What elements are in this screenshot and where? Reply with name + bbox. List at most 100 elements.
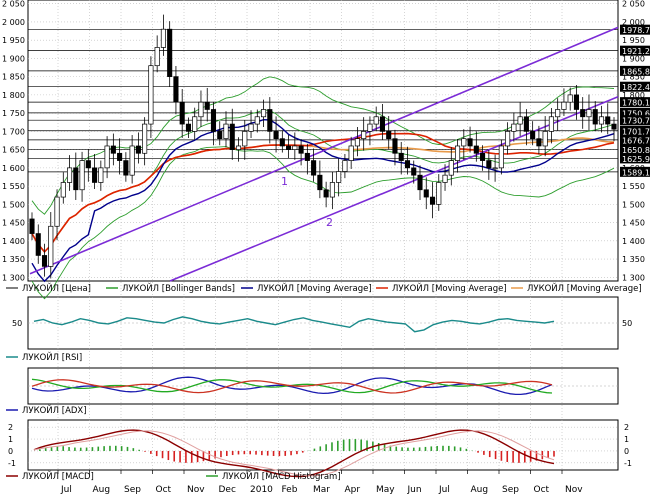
x-tick-label: Aug	[471, 485, 489, 495]
rsi-legend: ЛУКОЙЛ [RSI]	[6, 351, 82, 363]
candles	[29, 14, 617, 279]
macd-tick-left: 0	[8, 447, 13, 456]
candle-body	[267, 109, 273, 132]
candle-body	[98, 167, 104, 183]
legend-label: ЛУКОЙЛ [MACD Histogram]	[222, 470, 341, 482]
candle-body	[242, 131, 248, 147]
candle-body	[129, 145, 135, 176]
candle-body	[580, 109, 586, 118]
candle-body	[461, 138, 467, 147]
candle-body	[311, 160, 317, 176]
candle-body	[273, 131, 279, 140]
x-tick-label: Nov	[187, 485, 205, 495]
price-legend: ЛУКОЙЛ [Цена] ЛУКОЙЛ [Bollinger Bands] ЛУК…	[6, 282, 642, 294]
price-level-tag	[620, 153, 650, 164]
chart-annotations: 12	[281, 175, 333, 229]
legend-label: ЛУКОЙЛ [MACD]	[22, 470, 94, 482]
price-tick-right: 1 400	[622, 237, 645, 246]
annotation-2: 2	[326, 216, 333, 229]
candle-body	[429, 196, 436, 205]
candle-body	[361, 131, 367, 140]
candle-body	[260, 109, 267, 118]
price-level-label: 1865.8	[622, 67, 650, 76]
price-level-label: 1730.7	[622, 117, 650, 126]
price-tick-left: 1 950	[2, 36, 25, 45]
candle-body	[41, 255, 48, 267]
adx-panel	[28, 376, 618, 396]
candle-body	[204, 101, 210, 110]
price-tick-right: 1 850	[622, 73, 645, 82]
macd-tick-right: -1	[624, 459, 632, 468]
candle-body	[523, 116, 529, 132]
price-tick-left: 1 650	[2, 146, 25, 155]
candle-body	[454, 145, 461, 161]
price-level-labels: 1978.7 1921.2 1865.8 1822.4 1780.11750.61730…	[28, 24, 650, 177]
price-level-tag	[620, 134, 650, 145]
price-tick-left: 1 450	[2, 219, 25, 228]
x-tick-label: Apr	[345, 485, 361, 495]
price-tick-left: 1 350	[2, 255, 25, 264]
candle-body	[223, 123, 229, 140]
candle-body	[286, 145, 292, 150]
x-tick-label: Sep	[502, 485, 519, 495]
candle-body	[486, 160, 492, 169]
macd-signal-line	[33, 430, 555, 477]
candle-body	[536, 138, 542, 147]
candle-body	[598, 116, 605, 125]
candle-body	[248, 123, 254, 132]
candle-body	[148, 65, 154, 125]
price-level-tag	[620, 97, 650, 108]
legend-label: ЛУКОЙЛ [Цена]	[22, 282, 91, 294]
candle-body	[411, 167, 417, 176]
candle-body	[342, 160, 348, 172]
candle-body	[217, 131, 223, 140]
macd-tick-right: 0	[624, 447, 629, 456]
candle-body	[423, 189, 429, 198]
ma-red-line	[31, 132, 615, 253]
candle-body	[54, 196, 60, 227]
candle-body	[79, 160, 85, 191]
candle-body	[392, 138, 398, 154]
x-tick-label: Oct	[156, 485, 172, 495]
candle-body	[398, 152, 404, 161]
x-tick-label: Jul	[60, 485, 72, 495]
candle-body	[561, 101, 567, 110]
price-tick-right: 1 550	[622, 182, 645, 191]
candle-body	[498, 145, 504, 169]
trend-line-lower	[169, 95, 619, 282]
candle-body	[448, 160, 454, 176]
candle-body	[436, 182, 442, 205]
price-level-label: 1780.1	[622, 99, 650, 108]
candle-body	[29, 218, 35, 234]
candle-body	[354, 138, 360, 147]
candle-body	[60, 182, 66, 198]
panel-frames	[27, 0, 619, 471]
x-axis: Jul Aug Sep Oct Nov Dec 2010 Feb Mar Apr May Jun Jul…	[57, 470, 583, 495]
macd-legend: ЛУКОЙЛ [MACD] ЛУКОЙЛ [MACD Histogram]	[6, 470, 341, 482]
price-tick-right: 2 000	[622, 18, 645, 27]
price-grid	[28, 0, 618, 470]
candle-body	[336, 171, 342, 183]
legend-label: ЛУКОЙЛ [RSI]	[22, 351, 82, 363]
macd-panel-frame	[27, 419, 619, 471]
candle-body	[586, 109, 592, 118]
price-level-label: 1822.4	[622, 83, 650, 92]
price-level-tag	[620, 45, 650, 56]
price-level-tag	[620, 81, 650, 92]
candle-body	[104, 145, 110, 169]
macd-line	[33, 429, 555, 478]
candle-body	[592, 109, 598, 125]
price-tick-right: 2 050	[622, 0, 645, 9]
candle-body	[379, 116, 386, 132]
price-level-tag	[620, 24, 650, 35]
price-level-label: 1589.1	[622, 168, 650, 177]
price-tick-left: 1 700	[2, 127, 25, 136]
candle-body	[555, 109, 561, 118]
x-tick-label: Feb	[282, 485, 298, 495]
candle-body	[492, 167, 498, 170]
price-tick-right: 1 300	[622, 273, 645, 282]
candle-body	[135, 145, 141, 154]
candle-body	[92, 167, 98, 183]
candle-body	[567, 94, 573, 103]
